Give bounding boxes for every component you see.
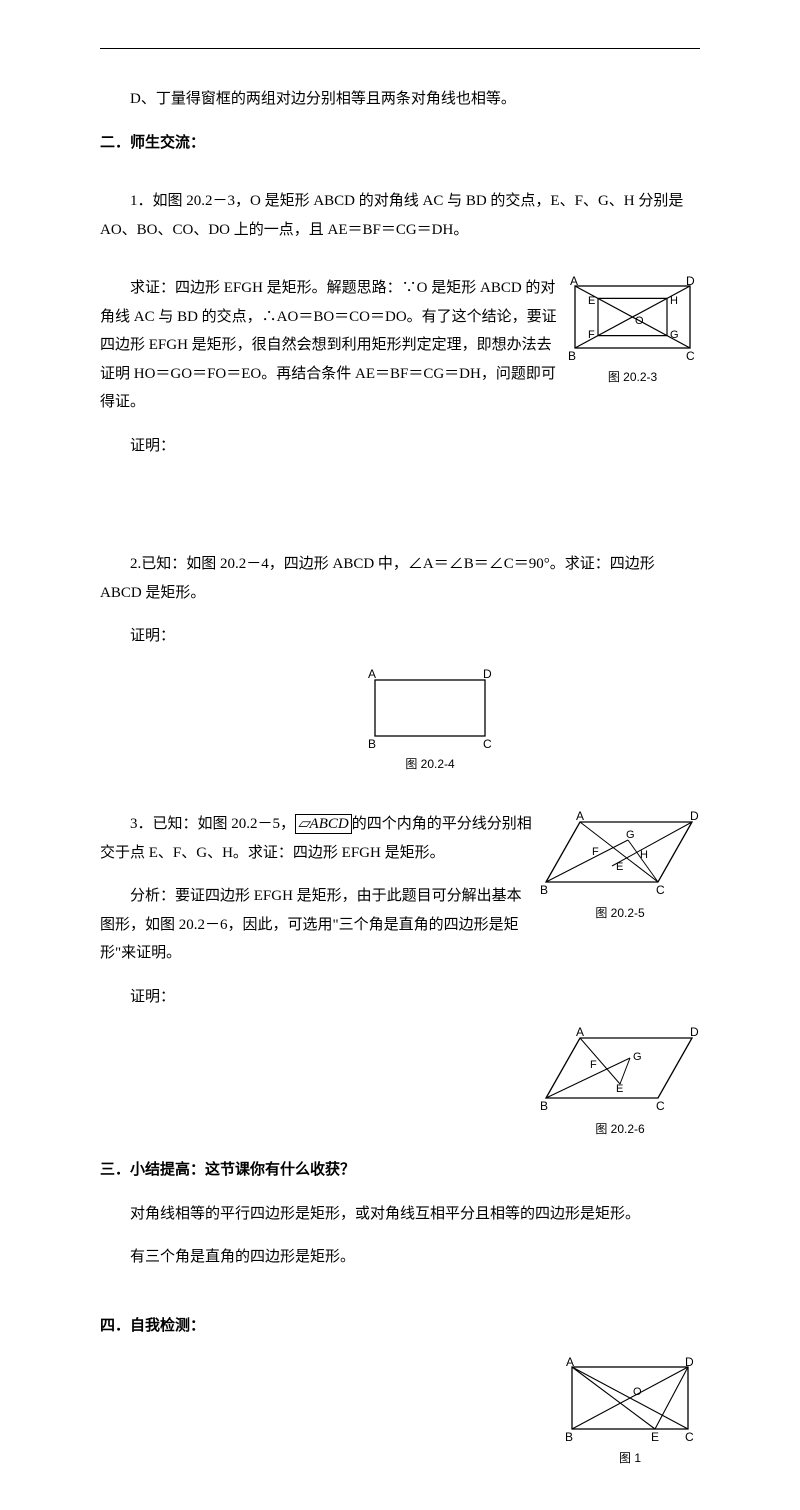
- svg-text:G: G: [626, 829, 635, 841]
- svg-text:F: F: [588, 329, 595, 341]
- section-3-title: 三．小结提高：这节课你有什么收获？: [100, 1156, 700, 1185]
- svg-text:O: O: [633, 1386, 642, 1398]
- section-2-title: 二．师生交流：: [100, 129, 700, 158]
- svg-text:C: C: [483, 737, 492, 751]
- spacer-2: [100, 775, 700, 795]
- svg-text:C: C: [656, 883, 665, 897]
- s3-p2: 有三个角是直角的四边形是矩形。: [100, 1243, 700, 1272]
- section-4-title: 四．自我检测：: [100, 1312, 700, 1341]
- caption-20-2-6: 图 20.2-6: [540, 1118, 700, 1141]
- svg-text:A: A: [576, 810, 584, 823]
- header-rule: [100, 48, 700, 49]
- figure-20-2-6: A D B C F G E 图 20.2-6: [540, 1026, 700, 1141]
- q1-text: 1．如图 20.2－3，O 是矩形 ABCD 的对角线 AC 与 BD 的交点，…: [100, 172, 700, 259]
- svg-text:H: H: [670, 295, 678, 307]
- svg-text:D: D: [690, 810, 699, 823]
- caption-20-2-4: 图 20.2-4: [360, 753, 500, 776]
- svg-text:A: A: [576, 1026, 584, 1039]
- svg-text:A: A: [566, 1355, 574, 1369]
- svg-rect-o-e: A D B C O E: [560, 1355, 700, 1445]
- q2-proof: 证明：: [100, 622, 700, 651]
- figure-20-2-5: A D B C F G H E 图 20.2-5: [540, 810, 700, 925]
- svg-text:D: D: [686, 274, 695, 288]
- svg-text:A: A: [368, 667, 376, 681]
- parallelogram-abcd-box: ▱ABCD: [295, 814, 352, 834]
- svg-text:G: G: [633, 1051, 642, 1063]
- svg-text:E: E: [616, 1083, 623, 1095]
- svg-text:B: B: [540, 1099, 548, 1113]
- q3-p1a: 3．已知：如图 20.2－5，: [130, 816, 295, 832]
- q2-p1: 2.已知：如图 20.2－4，四边形 ABCD 中，∠A＝∠B＝∠C＝90°。求…: [100, 550, 700, 607]
- svg-text:C: C: [656, 1099, 665, 1113]
- svg-text:D: D: [690, 1026, 699, 1039]
- svg-parallelogram-fge: A D B C F G E: [540, 1026, 700, 1116]
- caption-20-2-5: 图 20.2-5: [540, 902, 700, 925]
- svg-rect-efgh: A D B C E H F G O: [565, 274, 700, 364]
- figure-20-2-3: A D B C E H F G O 图 20.2-3: [565, 274, 700, 389]
- svg-text:E: E: [616, 861, 623, 873]
- caption-1: 图 1: [560, 1447, 700, 1470]
- spacer-4: [100, 1287, 700, 1297]
- svg-text:C: C: [685, 1430, 694, 1444]
- svg-text:E: E: [651, 1430, 659, 1444]
- svg-text:B: B: [368, 737, 376, 751]
- svg-text:C: C: [686, 349, 695, 363]
- figure-1: A D B C O E 图 1: [560, 1355, 700, 1470]
- svg-text:D: D: [685, 1355, 694, 1369]
- s3-p1: 对角线相等的平行四边形是矩形，或对角线互相平分且相等的四边形是矩形。: [100, 1200, 700, 1229]
- svg-text:G: G: [670, 329, 679, 341]
- figure-20-2-4: A D B C 图 20.2-4: [360, 666, 500, 776]
- document-page: D、丁量得窗框的两组对边分别相等且两条对角线也相等。 二．师生交流： 1．如图 …: [0, 0, 800, 1510]
- svg-text:D: D: [483, 667, 492, 681]
- q1-proof: 证明：: [100, 432, 700, 461]
- q3-block: A D B C F G H E 图 20.2-5 3．已知：如图 20.2－5，…: [100, 810, 700, 1026]
- svg-text:F: F: [592, 846, 599, 858]
- svg-text:F: F: [590, 1059, 597, 1071]
- svg-text:A: A: [570, 274, 578, 288]
- q3-proof: 证明：: [100, 983, 700, 1012]
- q1-row: 1．如图 20.2－3，O 是矩形 ABCD 的对角线 AC 与 BD 的交点，…: [100, 172, 700, 259]
- svg-text:B: B: [568, 349, 576, 363]
- svg-text:H: H: [640, 849, 648, 861]
- svg-text:E: E: [588, 295, 595, 307]
- svg-text:O: O: [635, 315, 644, 327]
- q1-body: A D B C E H F G O 图 20.2-3 求证：四边形 EFGH 是…: [100, 274, 700, 475]
- caption-20-2-3: 图 20.2-3: [565, 366, 700, 389]
- option-d-text: D、丁量得窗框的两组对边分别相等且两条对角线也相等。: [100, 85, 700, 114]
- spacer-1: [100, 475, 700, 535]
- svg-text:B: B: [540, 883, 548, 897]
- svg-text:B: B: [565, 1430, 573, 1444]
- svg-parallelogram-efgh: A D B C F G H E: [540, 810, 700, 900]
- svg-rect-abcd: A D B C: [360, 666, 500, 751]
- q1-p1: 1．如图 20.2－3，O 是矩形 ABCD 的对角线 AC 与 BD 的交点，…: [100, 187, 700, 244]
